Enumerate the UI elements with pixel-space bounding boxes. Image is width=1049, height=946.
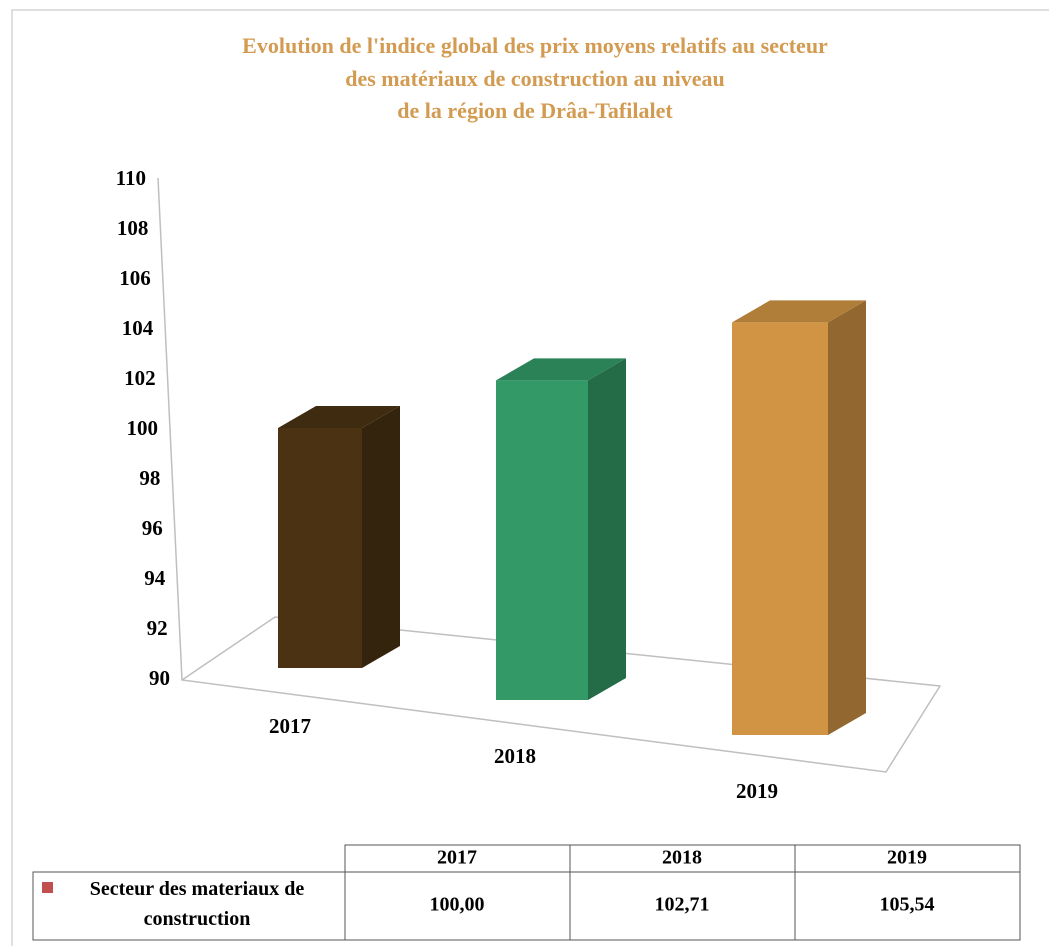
y-tick-label: 110: [116, 166, 146, 190]
chart-title: de la région de Drâa-Tafilalet: [397, 98, 673, 123]
table-value: 102,71: [655, 894, 710, 916]
bar-top: [496, 358, 626, 381]
bar: [732, 322, 828, 735]
data-table: [32, 844, 1021, 941]
y-tick-label: 108: [117, 216, 149, 240]
table-header: 2018: [662, 847, 702, 869]
y-tick-label: 94: [144, 566, 166, 590]
legend-swatch: [42, 882, 53, 893]
bar-side: [828, 300, 866, 735]
table-border: [32, 871, 1021, 941]
bar: [496, 380, 588, 700]
chart-title: Evolution de l'indice global des prix mo…: [242, 33, 828, 58]
bar-side: [362, 406, 400, 668]
y-tick-label: 104: [122, 316, 154, 340]
y-tick-label: 98: [139, 466, 160, 490]
axis-frame: [157, 177, 942, 773]
y-tick-label: 106: [119, 266, 151, 290]
y-tick-label: 90: [149, 666, 170, 690]
table-value: 105,54: [880, 894, 935, 916]
bar-top: [732, 300, 866, 323]
chart-title: des matériaux de construction au niveau: [345, 66, 725, 91]
y-tick-label: 100: [127, 416, 159, 440]
table-header: 2017: [437, 847, 477, 869]
bar-top: [278, 406, 400, 428]
x-tick-label: 2017: [269, 714, 311, 738]
y-tick-label: 92: [147, 616, 168, 640]
legend-label: Secteur des materiaux de construction: [90, 878, 305, 930]
table-value: 100,00: [430, 894, 485, 916]
y-tick-label: 96: [142, 516, 163, 540]
bar-side: [588, 358, 626, 700]
bar: [278, 428, 362, 668]
y-tick-label: 102: [124, 366, 156, 390]
x-tick-label: 2018: [494, 744, 536, 768]
table-header: 2019: [887, 847, 927, 869]
x-tick-label: 2019: [736, 779, 778, 803]
